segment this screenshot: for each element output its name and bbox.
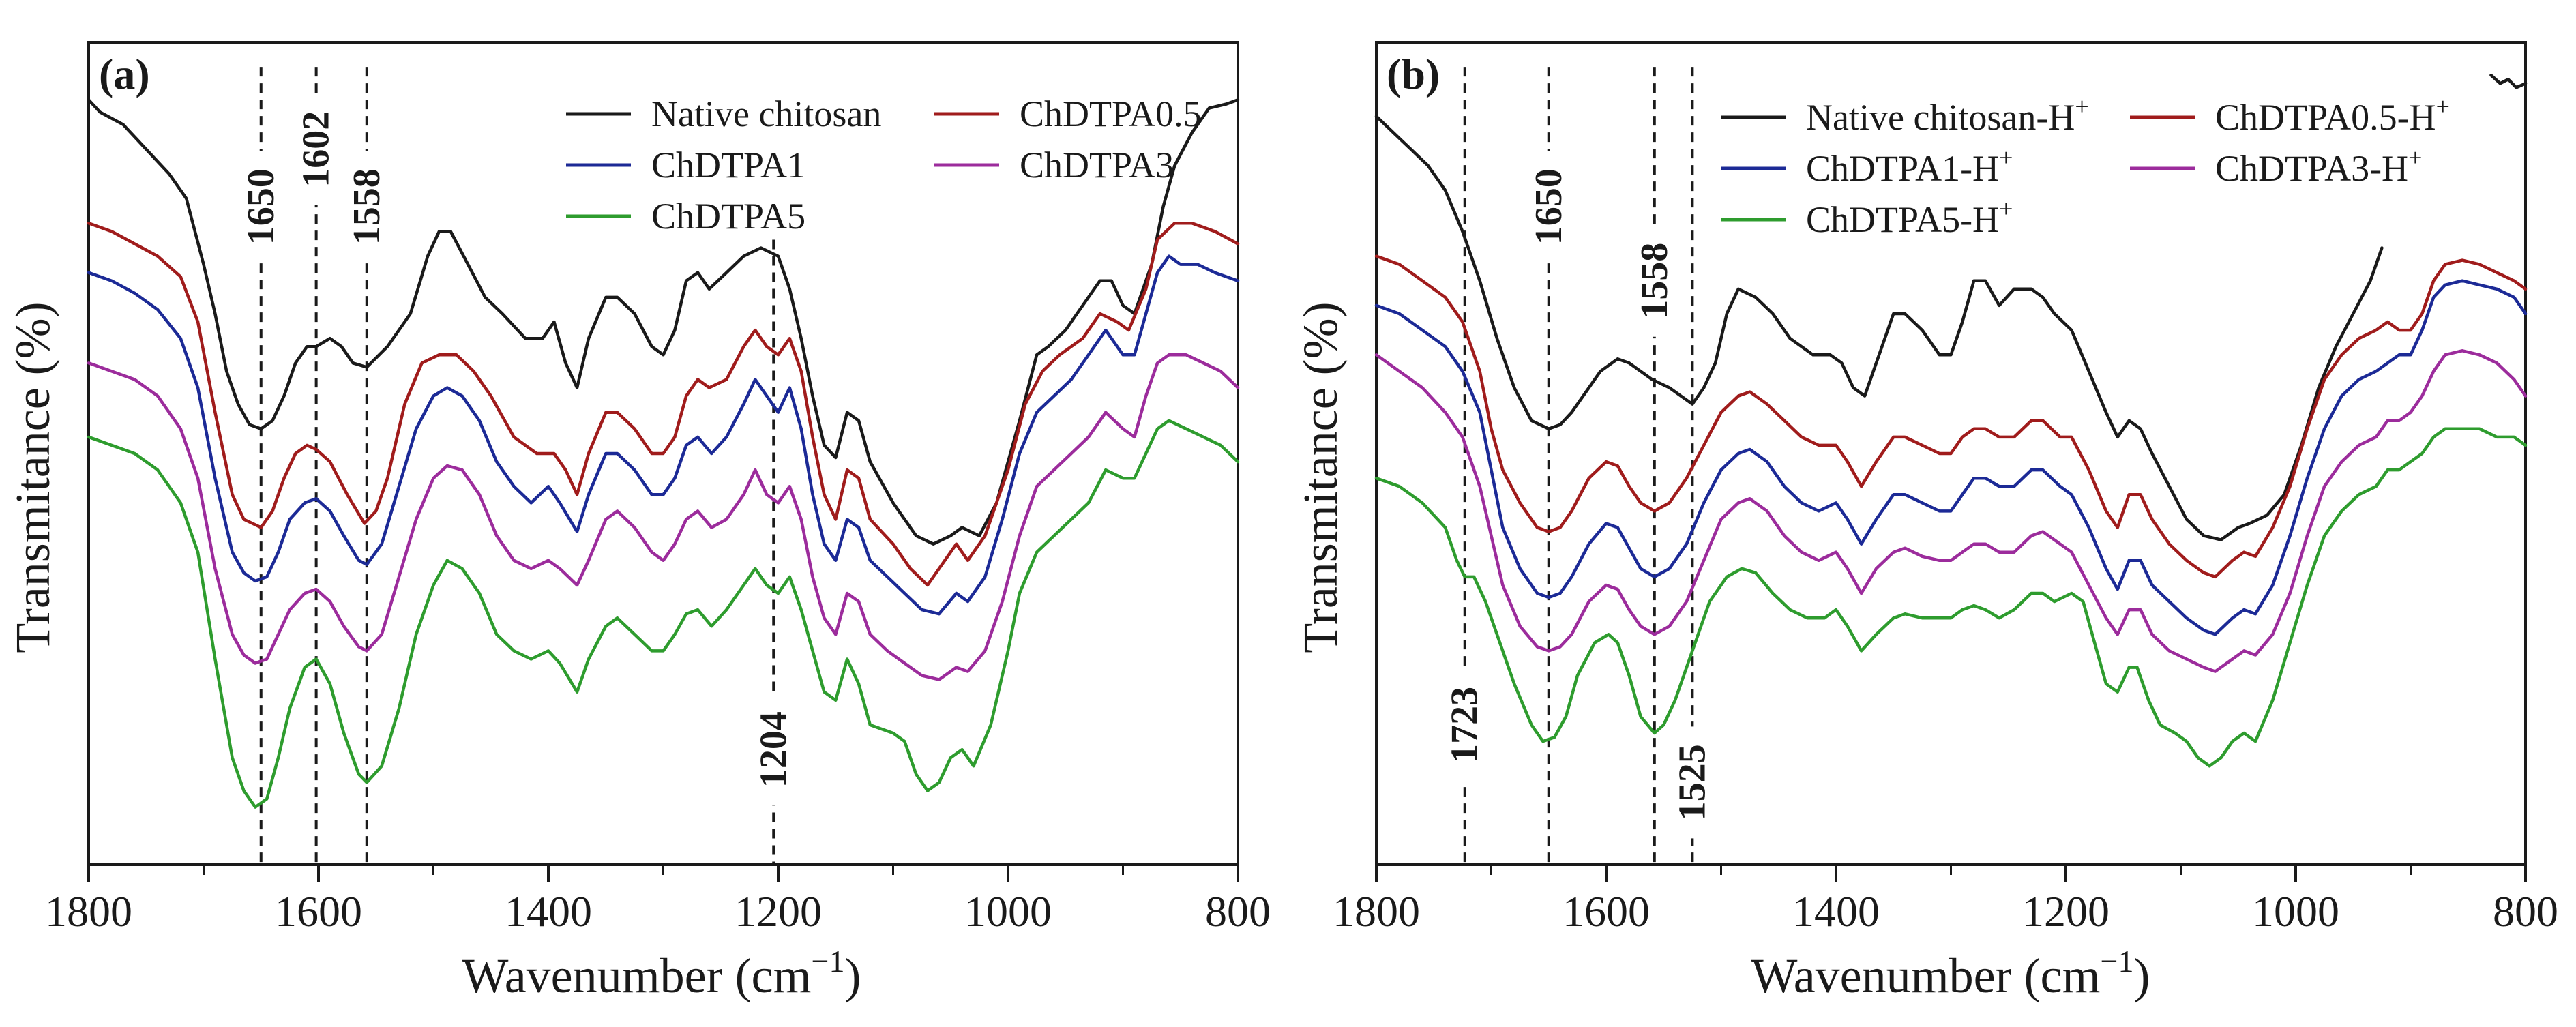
panel-a-marker-label-bg-1650 [241, 151, 280, 263]
panel-b-series-native-chitosan-h-1 [2489, 73, 2528, 89]
panel-b-marker-label-bg-1650 [1529, 151, 1568, 263]
panel-a-marker-label-1602: 1602 [295, 111, 338, 188]
panel-a-legend-label-native-chitosan: Native chitosan [651, 93, 881, 134]
panel-b-xtick-label-800: 800 [2493, 887, 2558, 936]
panel-b-legend-label-chdtpa3-h: ChDTPA3-H+ [2215, 144, 2422, 189]
panel-a-series-chdtpa0-5-1 [87, 222, 1240, 587]
panel-b-xtick-label-1000: 1000 [2252, 887, 2339, 936]
panel-b-legend-label-native-chitosan-h: Native chitosan-H+ [1806, 93, 2089, 138]
panel-b-series-chdtpa0-5-h-2 [1374, 254, 2528, 579]
panel-b: 1800 1600 1400 1200 1000 800 1723 1650 1558 1525 (… [1333, 41, 2558, 936]
panel-b-legend-label-chdtpa1-h: ChDTPA1-H+ [1806, 144, 2013, 189]
panel-a-legend-label-chdtpa5: ChDTPA5 [651, 196, 805, 237]
panel-a-marker-label-1650: 1650 [240, 168, 282, 245]
panel-a-legend-label-chdtpa0-5: ChDTPA0.5 [1020, 93, 1202, 134]
y-axis-label-b: Transmitance (%) [1293, 301, 1348, 653]
panel-a-series-chdtpa1-2 [87, 254, 1240, 616]
panel-b-marker-label-1558: 1558 [1633, 243, 1676, 319]
panel-a-xtick-label-1000: 1000 [964, 887, 1052, 936]
panel-b-marker-label-bg-1525 [1673, 726, 1712, 839]
panel-b-marker-label-1650: 1650 [1528, 168, 1570, 245]
x-axis-label-a-main: Wavenumber (cm [462, 949, 812, 1003]
panel-b-marker-label-1525: 1525 [1671, 744, 1713, 820]
panel-a-series-chdtpa3-3 [87, 353, 1240, 681]
x-axis-label-b-main: Wavenumber (cm [1751, 949, 2101, 1003]
x-axis-label-a-sup: −1 [812, 944, 845, 979]
panel-b-legend-label-chdtpa0-5-h: ChDTPA0.5-H+ [2215, 93, 2450, 138]
panel-a-marker-label-1558: 1558 [346, 168, 388, 245]
panel-b-legend-label-chdtpa5-h: ChDTPA5-H+ [1806, 195, 2013, 240]
x-axis-label-b-sup: −1 [2101, 944, 2134, 979]
panel-a-marker-label-bg-1602 [297, 93, 336, 205]
panel-b-label: (b) [1387, 50, 1440, 98]
panel-b-xtick-label-1400: 1400 [1792, 887, 1880, 936]
panel-b-series-native-chitosan-h-0 [1374, 115, 2384, 541]
panel-b-marker-label-bg-1723 [1445, 668, 1484, 781]
panel-b-marker-label-bg-1558 [1635, 224, 1674, 337]
y-axis-label-a: Transmitance (%) [5, 301, 60, 653]
panel-a-marker-label-bg-1204 [754, 694, 793, 806]
panel-a-series-chdtpa5-4 [87, 419, 1240, 809]
panel-b-series-chdtpa1-h-3 [1374, 279, 2528, 636]
x-axis-label-a: Wavenumber (cm−1) [462, 944, 861, 1003]
panel-b-xtick-label-1200: 1200 [2022, 887, 2109, 936]
panel-a-legend-label-chdtpa1: ChDTPA1 [651, 145, 805, 185]
panel-a-legend-label-chdtpa3: ChDTPA3 [1020, 145, 1174, 185]
panel-a-marker-label-1204: 1204 [752, 711, 795, 788]
panel-b-series-chdtpa5-h-5 [1374, 427, 2528, 768]
panel-a-label: (a) [99, 50, 150, 98]
panel-b-xtick-label-1800: 1800 [1333, 887, 1420, 936]
x-axis-label-b-close: ) [2133, 949, 2150, 1003]
panel-a-xtick-label-1400: 1400 [505, 887, 592, 936]
panel-a-series-native-chitosan-0 [87, 98, 1240, 546]
x-axis-label-b: Wavenumber (cm−1) [1751, 944, 2150, 1003]
panel-a-xtick-label-800: 800 [1205, 887, 1271, 936]
panel-a-xtick-label-1800: 1800 [45, 887, 132, 936]
x-axis-label-a-close: ) [844, 949, 861, 1003]
panel-b-marker-label-1723: 1723 [1444, 687, 1486, 763]
panel-a-marker-label-bg-1558 [347, 151, 386, 263]
panel-b-series-chdtpa3-h-4 [1374, 349, 2528, 673]
panel-a-xtick-label-1600: 1600 [275, 887, 362, 936]
panel-a-xtick-label-1200: 1200 [735, 887, 822, 936]
panel-b-xtick-label-1600: 1600 [1563, 887, 1650, 936]
